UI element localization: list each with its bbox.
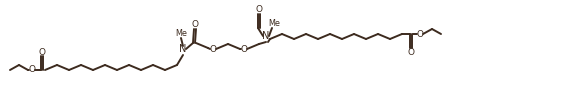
Text: O: O xyxy=(210,44,216,54)
Text: Me: Me xyxy=(268,18,280,28)
Text: O: O xyxy=(416,29,424,39)
Text: O: O xyxy=(29,65,35,73)
Text: O: O xyxy=(191,19,199,28)
Text: O: O xyxy=(255,4,263,14)
Text: N: N xyxy=(179,44,187,54)
Text: O: O xyxy=(38,47,46,56)
Text: O: O xyxy=(240,44,247,54)
Text: N: N xyxy=(262,31,270,41)
Text: Me: Me xyxy=(175,28,187,38)
Text: O: O xyxy=(408,47,415,56)
